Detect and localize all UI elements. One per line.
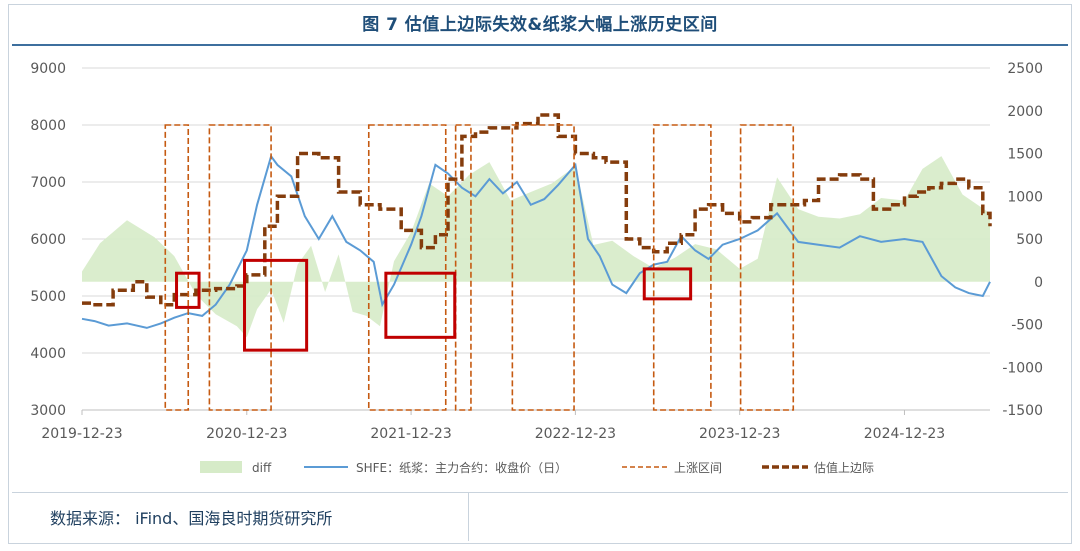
up-interval (511, 124, 575, 411)
highlight-box (175, 271, 201, 309)
x-tick-label: 2023-12-23 (699, 426, 780, 442)
highlight-box (384, 271, 457, 339)
title-divider (12, 44, 1068, 46)
source-divider (468, 493, 469, 541)
y-right-tick-label: -1500 (1002, 403, 1043, 419)
legend-swatch-diff (200, 461, 242, 473)
up-intervals-layer (164, 124, 795, 411)
y-axis-left: 3000 4000 5000 6000 7000 8000 9000 (30, 61, 66, 419)
x-axis: 2019-12-23 2020-12-23 2021-12-23 2022-12-23… (41, 409, 990, 442)
diff-area (82, 156, 990, 338)
up-interval (739, 124, 795, 411)
y-left-tick-label: 3000 (30, 403, 66, 419)
up-interval (208, 124, 272, 411)
y-left-tick-label: 4000 (30, 346, 66, 362)
y-right-tick-label: -1000 (1002, 360, 1043, 376)
y-left-tick-label: 9000 (30, 61, 66, 77)
x-tick-label: 2024-12-23 (864, 426, 945, 442)
y-axis-right: -1500 -1000 -500 0 500 1000 1500 2000 2500 (1002, 61, 1043, 419)
y-right-tick-label: 0 (1034, 275, 1043, 291)
highlight-box (642, 267, 693, 301)
x-tick-label: 2022-12-23 (535, 426, 616, 442)
x-tick-label: 2020-12-23 (206, 426, 287, 442)
figure-frame (8, 4, 1072, 544)
shfe-price-line (81, 154, 991, 329)
source-area: 数据来源： iFind、国海良时期货研究所 (12, 492, 1068, 541)
y-left-tick-label: 5000 (30, 289, 66, 305)
source-note: 数据来源： iFind、国海良时期货研究所 (50, 509, 333, 528)
highlight-boxes-layer (175, 258, 693, 352)
highlight-box (243, 258, 309, 352)
y-right-tick-label: 2000 (1007, 104, 1043, 120)
diff-layer (82, 156, 990, 338)
legend-label: SHFE：纸浆：主力合约：收盘价（日） (356, 460, 567, 475)
y-left-tick-label: 6000 (30, 232, 66, 248)
x-tick-label: 2021-12-23 (370, 426, 451, 442)
y-right-tick-label: 2500 (1007, 61, 1043, 77)
y-right-tick-label: -500 (1011, 318, 1043, 334)
figure-title: 图 7 估值上边际失效&纸浆大幅上涨历史区间 (362, 15, 718, 35)
legend-label: 估值上边际 (814, 460, 874, 475)
y-left-tick-label: 8000 (30, 118, 66, 134)
legend-label: diff (252, 461, 272, 475)
y-right-tick-label: 1000 (1007, 189, 1043, 205)
x-tick-label: 2019-12-23 (41, 426, 122, 442)
up-interval (367, 124, 447, 411)
legend: diff SHFE：纸浆：主力合约：收盘价（日） 上涨区间 估值上边际 (200, 460, 874, 475)
y-left-tick-label: 7000 (30, 175, 66, 191)
legend-label: 上涨区间 (674, 460, 722, 475)
y-right-tick-label: 1500 (1007, 147, 1043, 163)
up-interval (164, 124, 190, 411)
up-interval (454, 124, 472, 411)
y-right-tick-label: 500 (1016, 232, 1043, 248)
